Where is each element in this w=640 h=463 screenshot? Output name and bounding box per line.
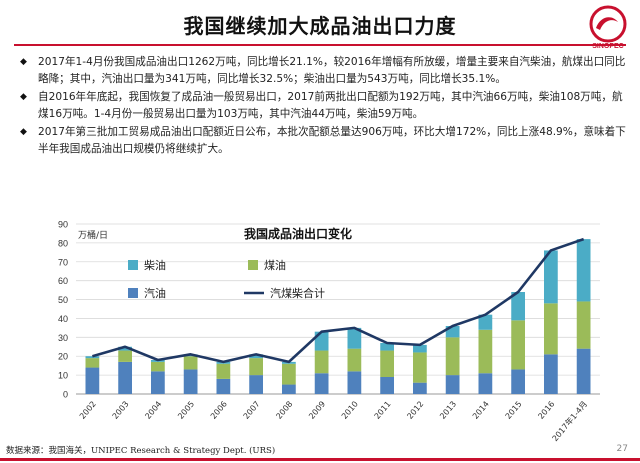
bar-segment-diesel	[118, 346, 133, 351]
x-tick-label: 2010	[340, 400, 360, 421]
legend-label: 柴油	[144, 258, 166, 272]
legend-label: 煤油	[264, 258, 286, 272]
y-tick-label: 10	[58, 371, 68, 381]
legend-swatch	[128, 260, 138, 270]
bar-segment-gasoline	[216, 378, 231, 394]
bar-segment-jet-fuel	[412, 352, 427, 383]
bullet-text: 2017年第三批加工贸易成品油出口配额近日公布，本批次配额总量达906万吨，环比…	[38, 126, 626, 155]
bar-segment-diesel	[478, 314, 493, 330]
bar-segment-gasoline	[543, 354, 558, 394]
total-series-line	[92, 237, 585, 364]
sinopec-logo: SINOPEC	[589, 5, 627, 50]
diamond-bullet-icon: ◆	[20, 92, 27, 102]
bar-segment-jet-fuel	[511, 320, 526, 370]
bar-segment-gasoline	[281, 384, 296, 394]
bar-segment-jet-fuel	[478, 329, 493, 374]
bar-segment-gasoline	[314, 373, 329, 394]
y-tick-label: 20	[58, 352, 68, 362]
x-tick-label: 2016	[536, 400, 556, 421]
bullet-text: 自2016年年底起，我国恢复了成品油一般贸易出口，2017前两批出口配额为192…	[38, 91, 623, 120]
x-tick-label: 2004	[143, 400, 163, 421]
x-tick-label: 2003	[111, 400, 131, 421]
x-tick-label: 2006	[209, 400, 229, 421]
bar-segment-jet-fuel	[118, 350, 133, 362]
diamond-bullet-icon: ◆	[20, 57, 27, 67]
bar-segment-gasoline	[183, 369, 198, 394]
bar-segment-diesel	[380, 343, 395, 351]
bar-segment-diesel	[511, 292, 526, 321]
bar-segment-gasoline	[511, 369, 526, 394]
bar-segment-jet-fuel	[543, 303, 558, 355]
bar-segment-jet-fuel	[445, 337, 460, 376]
x-tick-label: 2008	[274, 400, 294, 421]
x-tick-label: 2014	[471, 400, 491, 421]
x-tick-label: 2012	[405, 400, 425, 421]
bar-segment-jet-fuel	[150, 361, 165, 372]
bullet-text: 2017年1-4月份我国成品油出口1262万吨，同比增长21.1%，较2016年…	[38, 56, 626, 85]
x-tick-label: 2007	[242, 400, 262, 421]
bar-segment-jet-fuel	[281, 363, 296, 385]
legend-swatch	[128, 288, 138, 298]
svg-text:SINOPEC: SINOPEC	[592, 43, 624, 50]
slide-title: 我国继续加大成品油出口力度	[183, 14, 457, 38]
bar-segment-diesel	[543, 250, 558, 304]
bar-segment-jet-fuel	[380, 350, 395, 377]
bar-segment-jet-fuel	[314, 350, 329, 374]
bullet-item: ◆ 2017年第三批加工贸易成品油出口配额近日公布，本批次配额总量达906万吨，环…	[16, 124, 626, 157]
x-tick-label: 2005	[176, 400, 196, 421]
bullet-list: ◆ 2017年1-4月份我国成品油出口1262万吨，同比增长21.1%，较2016…	[16, 54, 626, 159]
bar-segment-jet-fuel	[347, 348, 362, 372]
x-tick-label: 2002	[78, 400, 98, 421]
y-tick-label: 90	[58, 220, 68, 230]
title-divider	[14, 44, 626, 46]
bar-segment-gasoline	[118, 361, 133, 394]
bullet-item: ◆ 自2016年年底起，我国恢复了成品油一般贸易出口，2017前两批出口配额为19…	[16, 89, 626, 122]
x-tick-label: 2015	[504, 400, 524, 421]
bar-segment-gasoline	[85, 367, 100, 394]
legend-label: 汽煤柴合计	[270, 286, 325, 300]
chart-title: 我国成品油出口变化	[244, 226, 352, 241]
bar-segment-diesel	[412, 344, 427, 353]
y-tick-label: 40	[58, 314, 68, 324]
y-tick-label: 70	[58, 257, 68, 267]
bar-segment-jet-fuel	[216, 363, 231, 379]
bar-segment-gasoline	[478, 373, 493, 394]
legend-swatch	[248, 260, 258, 270]
page-number: 27	[616, 444, 628, 454]
bar-segment-gasoline	[150, 371, 165, 394]
export-chart: 0 10 20 30 40 50 60 70 80 90 万桶/日 我国成品油出口变化 2002 2003…	[58, 220, 600, 443]
bar-segment-gasoline	[380, 377, 395, 394]
footer-divider	[0, 458, 640, 461]
bar-segment-jet-fuel	[85, 358, 100, 368]
diamond-bullet-icon: ◆	[20, 127, 27, 137]
y-tick-label: 50	[58, 295, 68, 305]
bar-segment-jet-fuel	[249, 358, 264, 376]
bar-segment-gasoline	[576, 348, 591, 394]
y-tick-label: 60	[58, 276, 68, 286]
x-tick-label: 2009	[307, 400, 327, 421]
y-axis-label: 万桶/日	[78, 229, 108, 241]
y-tick-label: 0	[63, 390, 68, 400]
bar-segment-jet-fuel	[183, 356, 198, 370]
bar-segment-gasoline	[445, 375, 460, 394]
y-tick-label: 80	[58, 238, 68, 248]
bar-segment-diesel	[576, 239, 591, 302]
bar-segment-gasoline	[249, 375, 264, 394]
source-note: 数据来源：我国海关，UNIPEC Research & Strategy Dep…	[6, 446, 276, 456]
bullet-item: ◆ 2017年1-4月份我国成品油出口1262万吨，同比增长21.1%，较2016…	[16, 54, 626, 87]
x-tick-label: 2011	[373, 400, 393, 421]
bar-segment-jet-fuel	[576, 301, 591, 349]
legend-label: 汽油	[144, 286, 166, 300]
bar-segment-diesel	[445, 326, 460, 338]
bar-segment-gasoline	[412, 382, 427, 394]
x-tick-label: 2013	[438, 400, 458, 421]
bar-segment-diesel	[347, 327, 362, 349]
bar-segment-diesel	[85, 356, 100, 359]
y-tick-label: 30	[58, 333, 68, 343]
bar-segment-gasoline	[347, 371, 362, 394]
bar-segment-diesel	[249, 354, 264, 359]
